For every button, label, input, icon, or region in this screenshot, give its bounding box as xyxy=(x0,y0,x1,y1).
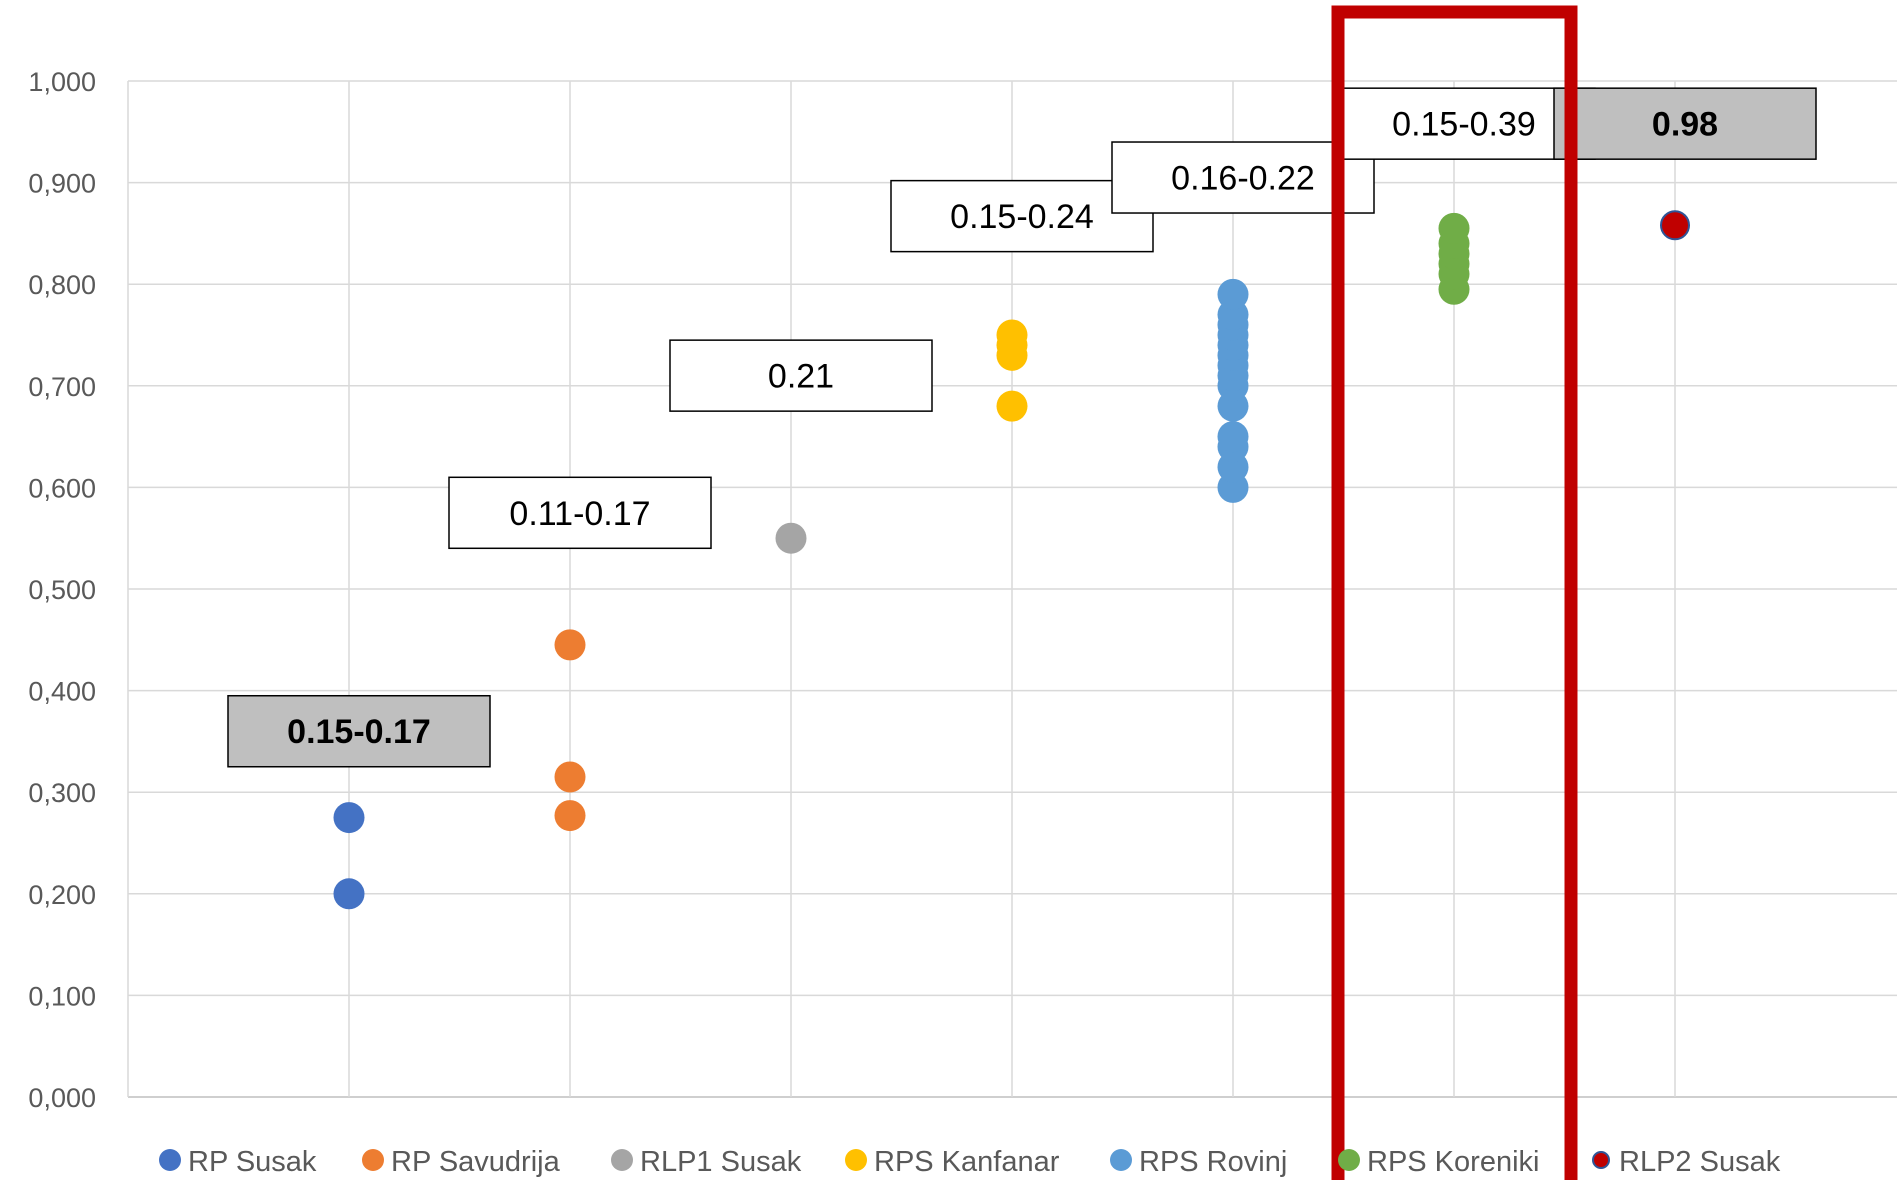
annotation-label: 0.15-0.24 xyxy=(950,198,1094,236)
legend-marker xyxy=(845,1149,867,1171)
annotation-box: 0.15-0.17 xyxy=(227,694,491,768)
data-point-rp-susak xyxy=(333,802,365,834)
legend-item-rp-susak: RP Susak xyxy=(159,1146,317,1178)
data-point-rp-savudrija xyxy=(554,629,586,661)
y-tick-label: 0,200 xyxy=(28,880,96,910)
annotation-label: 0.15-0.17 xyxy=(287,713,431,751)
highlight-rectangle xyxy=(1331,5,1578,1180)
annotation-box: 0.21 xyxy=(669,339,933,412)
y-tick-label: 0,800 xyxy=(28,270,96,300)
y-tick-label: 0,500 xyxy=(28,575,96,605)
annotation-box-frame xyxy=(669,339,933,412)
data-point-rp-savudrija xyxy=(554,800,586,832)
legend-label: RP Susak xyxy=(188,1146,317,1178)
legend-item-rp-savudrija: RP Savudrija xyxy=(362,1146,561,1178)
y-tick-label: 0,600 xyxy=(28,473,96,503)
data-point-rp-savudrija xyxy=(554,761,586,793)
data-point-rps-kanfanar xyxy=(996,319,1028,351)
annotation-label: 0.21 xyxy=(768,358,834,396)
y-tick-label: 1,000 xyxy=(28,67,96,97)
y-tick-label: 0,400 xyxy=(28,677,96,707)
legend-item-rps-kanfanar: RPS Kanfanar xyxy=(845,1146,1060,1178)
annotation-box-frame xyxy=(448,476,712,550)
annotation-box: 0.98 xyxy=(1553,87,1817,160)
y-tick-label: 0,700 xyxy=(28,372,96,402)
gridlines xyxy=(127,80,1897,1098)
annotation-box: 0.15-0.24 xyxy=(890,179,1154,253)
legend: RP Susak RP Savudrija RLP1 Susak RPS Kanfan… xyxy=(159,1146,1781,1178)
data-point-rps-rovinj xyxy=(1217,278,1249,310)
y-tick-label: 0,000 xyxy=(28,1083,96,1113)
legend-marker xyxy=(611,1149,633,1171)
data-point-rps-kanfanar xyxy=(996,390,1028,422)
legend-item-rps-koreniki: RPS Koreniki xyxy=(1338,1146,1539,1178)
legend-item-rlp1-susak: RLP1 Susak xyxy=(611,1146,802,1178)
y-tick-label: 0,900 xyxy=(28,169,96,199)
legend-label: RLP2 Susak xyxy=(1619,1146,1781,1178)
data-point-rlp2-susak xyxy=(1660,210,1690,241)
legend-marker xyxy=(1110,1149,1132,1171)
legend-marker xyxy=(1592,1151,1610,1169)
legend-label: RP Savudrija xyxy=(391,1146,561,1178)
annotation-box: 0.11-0.17 xyxy=(448,476,712,550)
annotation-boxes: 0.15-0.17 0.11-0.17 0.21 0.15-0.24 0.16-0.22… xyxy=(227,87,1817,768)
annotation-label: 0.15-0.39 xyxy=(1392,106,1536,144)
data-points xyxy=(333,210,1690,910)
legend-item-rlp2-susak: RLP2 Susak xyxy=(1592,1146,1781,1178)
data-point-rlp1-susak xyxy=(775,522,807,554)
annotation-box-frame xyxy=(1111,141,1375,214)
legend-label: RPS Rovinj xyxy=(1139,1146,1287,1178)
data-point-rps-rovinj xyxy=(1217,421,1249,453)
data-point-rps-koreniki xyxy=(1438,212,1470,244)
legend-marker xyxy=(1338,1149,1360,1171)
y-axis-labels: 0,000 0,100 0,200 0,300 0,400 0,500 0,600 0,700… xyxy=(28,67,96,1113)
legend-label: RLP1 Susak xyxy=(640,1146,802,1178)
legend-marker xyxy=(362,1149,384,1171)
legend-label: RPS Kanfanar xyxy=(874,1146,1060,1178)
legend-item-rps-rovinj: RPS Rovinj xyxy=(1110,1146,1287,1178)
y-tick-label: 0,100 xyxy=(28,981,96,1011)
annotation-label: 0.98 xyxy=(1652,106,1718,144)
annotation-label: 0.16-0.22 xyxy=(1171,160,1315,198)
legend-marker xyxy=(159,1149,181,1171)
highlight-box xyxy=(1331,5,1578,1180)
annotation-box-frame xyxy=(890,179,1154,253)
annotation-box: 0.16-0.22 xyxy=(1111,141,1375,214)
annotation-box-frame xyxy=(227,694,491,768)
annotation-label: 0.11-0.17 xyxy=(509,495,650,533)
legend-label: RPS Koreniki xyxy=(1367,1146,1539,1178)
data-point-rp-susak xyxy=(333,878,365,910)
y-tick-label: 0,300 xyxy=(28,778,96,808)
annotation-box-frame xyxy=(1553,87,1817,160)
